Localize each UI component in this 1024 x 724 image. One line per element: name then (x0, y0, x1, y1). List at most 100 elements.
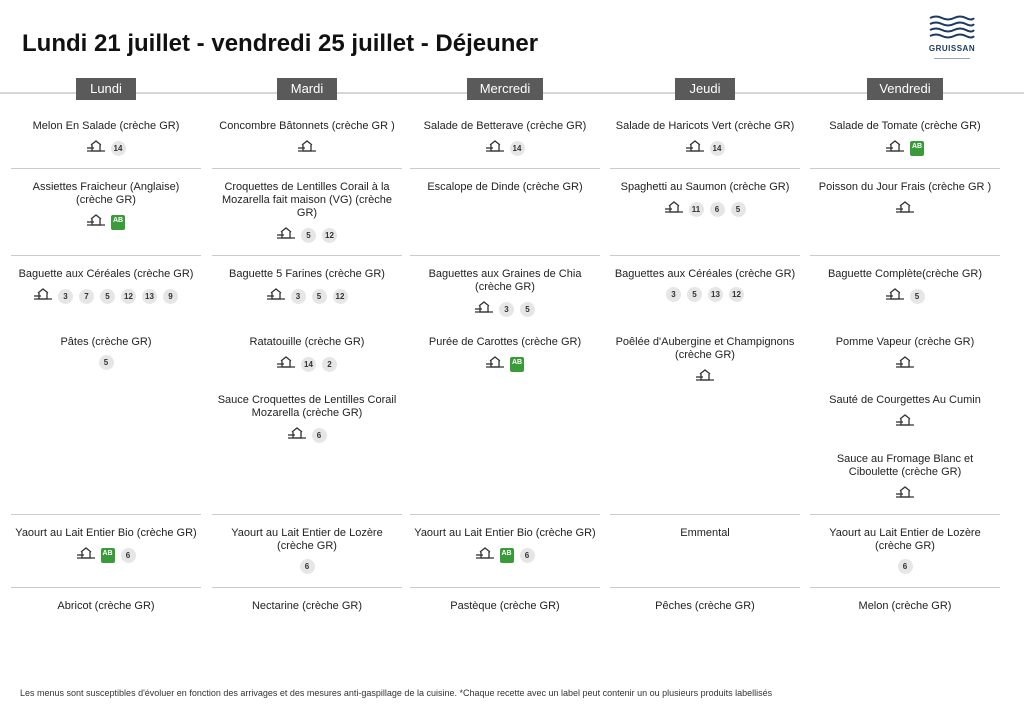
dish-item: Croquettes de Lentilles Corail à la Moza… (212, 181, 402, 245)
dish-name: Baguette aux Céréales (crèche GR) (18, 268, 194, 280)
home-made-label (486, 355, 504, 374)
home-made-label (287, 426, 306, 445)
course-divider (610, 168, 800, 169)
dish-name: Melon En Salade (crèche GR) (32, 120, 180, 132)
dish-labels (610, 368, 800, 387)
dish-labels (810, 413, 1000, 432)
course-divider (810, 168, 1000, 169)
allergen-badge: 6 (519, 548, 535, 563)
dish-name: Escalope de Dinde (crèche GR) (427, 181, 583, 193)
allergen-badge: 2 (322, 357, 337, 372)
home-made-icon (486, 356, 504, 368)
dish-labels: 6 (11, 546, 201, 565)
allergen-badge: 13 (142, 289, 157, 304)
dish-item: Poisson du Jour Frais (crèche GR ) (810, 181, 1000, 219)
gruissan-logo: GRUISSAN (928, 14, 976, 66)
dish-item: Purée de Carottes (crèche GR) (410, 336, 600, 374)
home-made-label (664, 200, 683, 219)
home-made-label (266, 287, 285, 306)
organic-ab-icon (510, 357, 524, 372)
dish-item: Salade de Betterave (crèche GR) 14 (410, 120, 600, 158)
allergen-badge: 12 (121, 289, 136, 304)
course-divider (610, 587, 800, 588)
home-made-icon (664, 201, 683, 213)
home-made-icon (896, 486, 914, 498)
allergen-badge: 5 (909, 289, 925, 304)
home-made-label (298, 139, 316, 158)
day-column-lundi: Lundi Melon En Salade (crèche GR) 14 Assiet… (11, 78, 201, 638)
allergen-badge: 6 (709, 202, 725, 217)
day-header: Vendredi (867, 78, 943, 100)
dish-name: Poisson du Jour Frais (crèche GR ) (818, 181, 992, 193)
dish-item: Sauté de Courgettes Au Cumin (810, 394, 1000, 432)
dish-name: Baguette Complète(crèche GR) (827, 268, 983, 280)
dish-labels: 3 5 13 12 (610, 287, 800, 302)
dish-labels: 14 (11, 139, 201, 158)
dish-labels (11, 213, 201, 232)
dish-name: Ratatouille (crèche GR) (249, 336, 365, 348)
logo-underline (934, 58, 970, 59)
home-made-label (34, 287, 52, 306)
allergen-badge: 5 (520, 302, 535, 317)
dish-item: Yaourt au Lait Entier de Lozère (crèche … (212, 527, 402, 574)
dish-name: Melon (crèche GR) (858, 600, 952, 612)
dish-name: Concombre Bâtonnets (crèche GR ) (219, 120, 395, 132)
home-made-icon (886, 140, 904, 152)
home-made-label (896, 413, 914, 432)
home-made-icon (87, 214, 105, 226)
allergen-badge: 3 (499, 302, 514, 317)
dish-item: Concombre Bâtonnets (crèche GR ) (212, 120, 402, 158)
dish-item: Pomme Vapeur (crèche GR) (810, 336, 1000, 374)
dish-name: Salade de Haricots Vert (crèche GR) (615, 120, 795, 132)
dish-labels: 3 7 5 12 13 9 (11, 287, 201, 306)
day-header: Jeudi (675, 78, 735, 100)
allergen-badge: 5 (687, 287, 702, 302)
dish-item: Baguette 5 Farines (crèche GR) 3 5 12 (212, 268, 402, 306)
page-title: Lundi 21 juillet - vendredi 25 juillet -… (22, 30, 539, 57)
home-made-icon (287, 427, 306, 439)
course-divider (212, 587, 402, 588)
allergen-badge: 3 (290, 289, 306, 304)
day-column-mardi: Mardi Concombre Bâtonnets (crèche GR ) Cro… (212, 78, 402, 638)
dish-labels: 5 (810, 287, 1000, 306)
course-divider (11, 168, 201, 169)
allergen-badge: 5 (730, 202, 746, 217)
home-made-icon (277, 356, 295, 368)
day-header: Mercredi (467, 78, 543, 100)
course-divider (212, 255, 402, 256)
dish-name: Abricot (crèche GR) (57, 600, 155, 612)
dish-name: Baguettes aux Céréales (crèche GR) (614, 268, 796, 280)
dish-name: Assiettes Fraicheur (Anglaise) (crèche G… (32, 181, 180, 206)
dish-labels (810, 139, 1000, 158)
home-made-icon (485, 140, 504, 152)
home-made-icon (266, 288, 285, 300)
dish-labels (410, 355, 600, 374)
dish-labels: 14 2 (212, 355, 402, 374)
allergen-badge: 12 (332, 289, 348, 304)
course-divider (610, 514, 800, 515)
dish-item: Ratatouille (crèche GR) 14 2 (212, 336, 402, 374)
course-divider (810, 587, 1000, 588)
footer-note: Les menus sont susceptibles d'évoluer en… (20, 688, 773, 698)
dish-name: Sauce au Fromage Blanc et Ciboulette (cr… (836, 453, 974, 478)
dish-item: Baguettes aux Céréales (crèche GR) 3 5 13 12 (610, 268, 800, 302)
allergen-badge: 11 (688, 202, 704, 217)
allergen-badge: 12 (322, 228, 337, 243)
day-column-jeudi: Jeudi Salade de Haricots Vert (crèche GR)… (610, 78, 800, 638)
dish-item: Baguette Complète(crèche GR) 5 (810, 268, 1000, 306)
allergen-badge: 6 (120, 548, 136, 563)
dish-name: Salade de Betterave (crèche GR) (423, 120, 587, 132)
allergen-badge: 14 (509, 141, 525, 156)
home-made-label (277, 355, 295, 374)
course-divider (11, 514, 201, 515)
dish-item: Yaourt au Lait Entier Bio (crèche GR) 6 (410, 527, 600, 565)
allergen-badge: 6 (299, 559, 315, 574)
course-divider (410, 168, 600, 169)
course-divider (610, 255, 800, 256)
dish-item: Poêlée d'Aubergine et Champignons (crèch… (610, 336, 800, 387)
home-made-icon (34, 288, 52, 300)
allergen-badge: 6 (311, 428, 327, 443)
dish-labels: 6 (410, 546, 600, 565)
home-made-label (485, 139, 504, 158)
